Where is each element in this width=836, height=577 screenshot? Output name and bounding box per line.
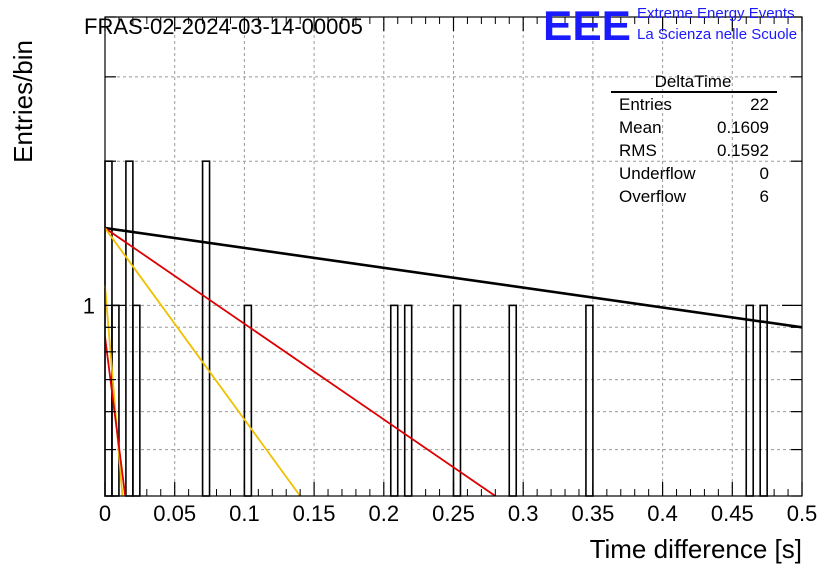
x-tick-label: 0	[99, 501, 111, 526]
y-tick-labels: 1	[83, 293, 95, 318]
x-tick-label: 0.3	[508, 501, 539, 526]
fit-line	[104, 285, 124, 497]
x-tick-label: 0.15	[293, 501, 336, 526]
stats-label-mean: Mean	[619, 118, 662, 137]
x-tick-label: 0.05	[153, 501, 196, 526]
stats-label-underflow: Underflow	[619, 164, 696, 183]
stats-box: DeltaTime Entries 22 Mean 0.1609 RMS 0.1…	[611, 72, 777, 206]
chart-title: FRAS-02-2024-03-14-00005	[84, 14, 363, 39]
axis-ticks	[104, 16, 803, 497]
x-tick-label: 0.2	[369, 501, 400, 526]
eee-logo-line2: La Scienza nelle Scuole	[637, 26, 797, 43]
x-tick-label: 0.5	[787, 501, 818, 526]
y-axis-label: Entries/bin	[8, 40, 38, 163]
x-tick-label: 0.25	[432, 501, 475, 526]
fit-line	[104, 226, 803, 329]
x-axis-label: Time difference [s]	[590, 534, 802, 564]
stats-value-underflow: 0	[760, 164, 769, 183]
x-tick-label: 0.4	[647, 501, 678, 526]
x-tick-label: 0.35	[571, 501, 614, 526]
fit-line	[104, 227, 301, 497]
x-tick-labels: 0 0.05 0.1 0.15 0.2 0.25 0.3 0.35 0.4 0.45 0.5	[99, 501, 817, 526]
stats-value-rms: 0.1592	[717, 141, 769, 160]
stats-label-overflow: Overflow	[619, 187, 687, 206]
stats-value-entries: 22	[750, 95, 769, 114]
x-tick-label: 0.1	[229, 501, 260, 526]
fit-line	[104, 336, 127, 497]
eee-logo-line1: Extreme Energy Events	[637, 5, 795, 22]
eee-logo: EEE Extreme Energy Events La Scienza nel…	[543, 2, 797, 49]
eee-logo-mark: EEE	[543, 2, 631, 49]
fit-line	[104, 227, 496, 497]
y-tick-label: 1	[83, 293, 95, 318]
stats-label-entries: Entries	[619, 95, 672, 114]
fit-lines	[104, 226, 803, 497]
x-tick-label: 0.45	[711, 501, 754, 526]
stats-label-rms: RMS	[619, 141, 657, 160]
stats-value-mean: 0.1609	[717, 118, 769, 137]
stats-value-overflow: 6	[760, 187, 769, 206]
stats-box-title: DeltaTime	[655, 72, 732, 91]
